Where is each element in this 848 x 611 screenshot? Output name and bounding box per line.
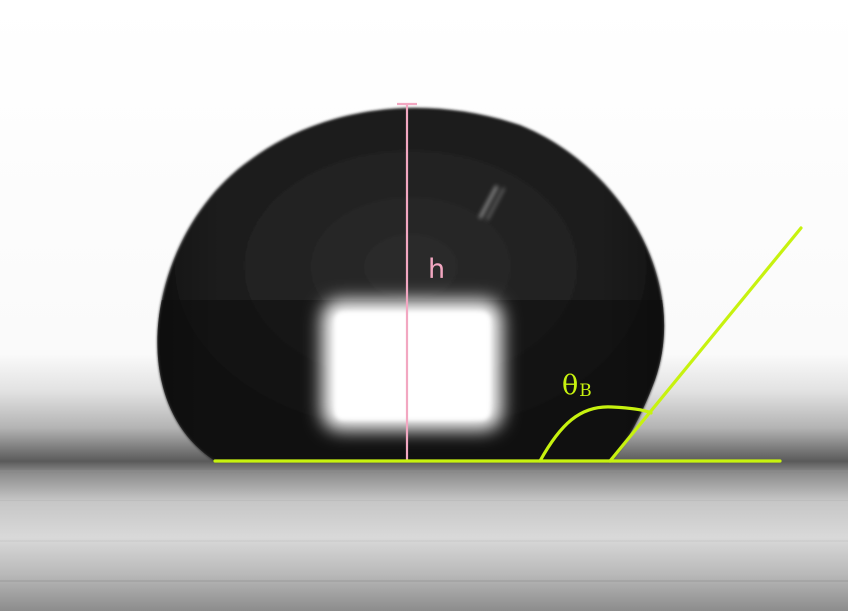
- droplet: [157, 107, 665, 461]
- tangent-line: [608, 226, 803, 463]
- contact-angle-label: θB: [562, 372, 592, 400]
- glare-icon: [478, 185, 505, 221]
- angle-arc: [538, 405, 653, 463]
- theta-subscript: B: [579, 381, 592, 401]
- height-label: h: [428, 254, 446, 285]
- contact-angle-marker: [213, 226, 803, 463]
- substrate-texture: [0, 470, 848, 582]
- theta-symbol: θ: [562, 370, 579, 401]
